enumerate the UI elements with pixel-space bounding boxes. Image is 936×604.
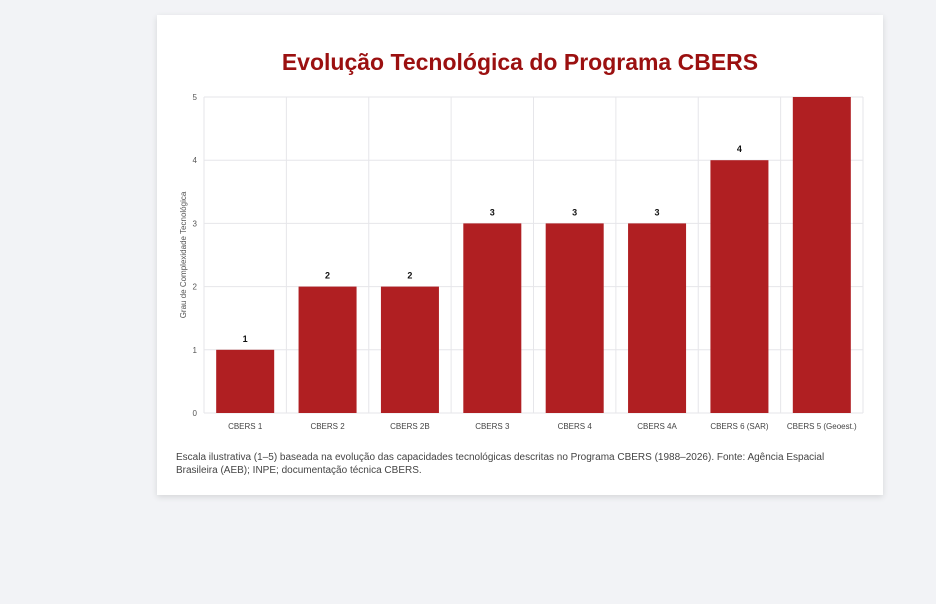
data-label: 3 — [572, 207, 577, 217]
y-tick-label: 2 — [193, 283, 198, 292]
bar — [545, 223, 604, 413]
bar — [216, 349, 275, 413]
x-tick-label: CBERS 4A — [637, 422, 677, 431]
x-tick-label: CBERS 4 — [558, 422, 593, 431]
data-label: 4 — [737, 144, 742, 154]
y-tick-label: 3 — [193, 219, 198, 228]
x-tick-label: CBERS 2 — [310, 422, 345, 431]
x-tick-label: CBERS 6 (SAR) — [710, 422, 769, 431]
bar — [298, 286, 357, 413]
data-label: 2 — [407, 271, 412, 281]
bar — [380, 286, 439, 413]
chart-caption: Escala ilustrativa (1–5) baseada na evol… — [176, 452, 825, 476]
y-tick-label: 1 — [193, 346, 198, 355]
x-tick-label: CBERS 5 (Geoest.) — [787, 422, 857, 431]
bar-chart: 0 1 2 3 4 5 Grau de Complexidade Tecnológica CB… — [179, 93, 864, 431]
x-tick-label: CBERS 1 — [228, 422, 263, 431]
x-tick-label: CBERS 3 — [475, 422, 510, 431]
bar — [628, 223, 687, 413]
x-tick-label: CBERS 2B — [390, 422, 430, 431]
chart-card: Evolução Tecnológica do Programa CBERS 0… — [157, 15, 883, 495]
data-label: 3 — [655, 207, 660, 217]
y-tick-label: 5 — [193, 93, 198, 102]
y-tick-label: 4 — [193, 156, 198, 165]
bar — [792, 97, 851, 413]
data-label: 1 — [243, 334, 248, 344]
data-label: 3 — [490, 207, 495, 217]
bar — [463, 223, 522, 413]
chart-title: Evolução Tecnológica do Programa CBERS — [281, 49, 759, 75]
y-tick-label: 0 — [193, 409, 198, 418]
bar — [710, 160, 769, 413]
data-label: 2 — [325, 271, 330, 281]
y-axis-label: Grau de Complexidade Tecnológica — [179, 191, 188, 318]
